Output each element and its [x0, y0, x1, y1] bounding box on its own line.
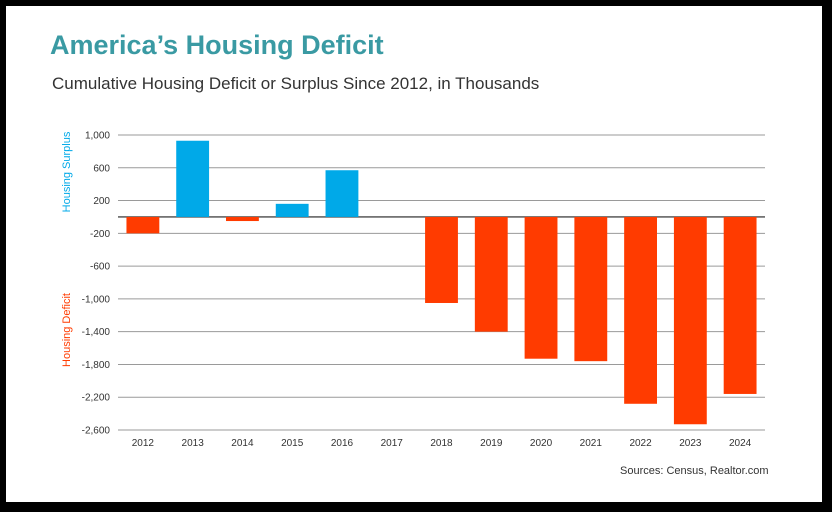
- bar-layer: [126, 140, 757, 425]
- y-tick-label: -600: [90, 262, 110, 273]
- x-tick-label: 2022: [629, 438, 652, 449]
- x-tick-label: 2018: [430, 438, 453, 449]
- y-tick-label: -1,000: [82, 294, 111, 305]
- x-tick-label: 2012: [132, 438, 155, 449]
- x-tick-label: 2015: [281, 438, 304, 449]
- y-tick-label: 200: [93, 196, 110, 207]
- y-tick-label: -2,600: [82, 426, 111, 437]
- bar-2013: [176, 140, 210, 217]
- y-tick-label: -1,800: [82, 360, 111, 371]
- bar-2023: [673, 216, 707, 425]
- chart-subtitle: Cumulative Housing Deficit or Surplus Si…: [52, 74, 540, 93]
- bar-2012: [126, 216, 160, 234]
- bar-2020: [524, 216, 558, 359]
- bar-2015: [275, 203, 309, 217]
- bar-2021: [574, 216, 608, 362]
- x-tick-label: 2020: [530, 438, 553, 449]
- x-tick-label: 2013: [182, 438, 205, 449]
- bar-2019: [474, 216, 508, 332]
- source-note: Sources: Census, Realtor.com: [620, 465, 769, 477]
- bar-2018: [425, 216, 458, 303]
- grid-layer: [118, 134, 765, 431]
- x-tick-label: 2016: [331, 438, 354, 449]
- bar-2014: [225, 216, 259, 222]
- x-tick-label: 2017: [381, 438, 404, 449]
- label-layer: 1,000 600 200 -200 -600 -1,000 -1,400 -1,800 -2,…: [61, 131, 752, 450]
- chart-title: America’s Housing Deficit: [50, 30, 384, 60]
- bar-2024: [723, 216, 757, 394]
- x-tick-label: 2019: [480, 438, 503, 449]
- x-tick-label: 2023: [679, 438, 702, 449]
- y-tick-label: -1,400: [82, 327, 111, 338]
- y-tick-label: -200: [90, 229, 110, 240]
- bar-2022: [624, 216, 658, 404]
- x-tick-label: 2014: [231, 438, 254, 449]
- y-label-deficit: Housing Deficit: [61, 293, 73, 367]
- x-tick-label: 2024: [729, 438, 752, 449]
- y-tick-label: 1,000: [85, 131, 110, 142]
- y-tick-label: 600: [93, 163, 110, 174]
- y-tick-label: -2,200: [82, 393, 111, 404]
- x-tick-label: 2021: [580, 438, 603, 449]
- bar-2016: [325, 170, 359, 217]
- y-label-surplus: Housing Surplus: [61, 131, 73, 212]
